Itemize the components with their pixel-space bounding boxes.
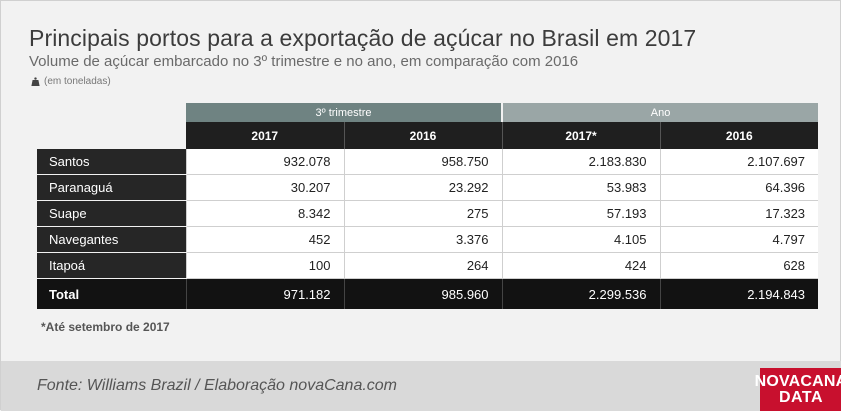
table-cell: 452: [185, 226, 344, 253]
table-cell: 2.107.697: [659, 149, 819, 175]
table-cell: 53.983: [501, 174, 661, 201]
row-label: Paranaguá: [37, 174, 186, 201]
table-cell: 57.193: [501, 200, 661, 227]
table-row: Suape 8.342 275 57.193 17.323: [37, 200, 819, 227]
table-cell: 8.342: [185, 200, 344, 227]
unit-note: (em toneladas): [31, 76, 111, 87]
table-cell: 17.323: [659, 200, 819, 227]
weight-icon: [31, 77, 40, 86]
row-label: Itapoá: [37, 252, 186, 279]
chart-title: Principais portos para a exportação de a…: [29, 25, 697, 51]
year-header-row: 2017 2016 2017* 2016: [37, 122, 819, 149]
logo-line-2: DATA: [778, 388, 824, 406]
source-note: Fonte: Williams Brazil / Elaboração nova…: [37, 377, 398, 394]
logo-line-1: NOVACANA: [754, 372, 841, 390]
table-row: Navegantes 452 3.376 4.105 4.797: [37, 226, 819, 253]
chart-subtitle: Volume de açúcar embarcado no 3º trimest…: [29, 53, 579, 70]
total-cell: 2.194.843: [659, 278, 819, 309]
row-label: Navegantes: [37, 226, 186, 253]
column-header: 2016: [344, 122, 503, 149]
total-cell: 985.960: [343, 278, 503, 309]
total-cell: 971.182: [185, 278, 344, 309]
group-header-empty: [37, 103, 186, 122]
column-header: 2017*: [502, 122, 661, 149]
unit-label: (em toneladas): [44, 76, 111, 87]
total-row: Total 971.182 985.960 2.299.536 2.194.843: [37, 278, 819, 309]
group-header-3tri: 3º trimestre: [186, 103, 504, 122]
year-header-empty: [37, 122, 186, 149]
group-header-ano: Ano: [502, 103, 819, 122]
table-cell: 424: [501, 252, 661, 279]
column-header: 2017: [186, 122, 345, 149]
table-row: Paranaguá 30.207 23.292 53.983 64.396: [37, 174, 819, 201]
ports-table: 3º trimestre Ano 2017 2016 2017* 2016 Sa…: [37, 103, 819, 309]
group-header-row: 3º trimestre Ano: [37, 103, 819, 122]
table-cell: 3.376: [343, 226, 503, 253]
table-cell: 4.797: [659, 226, 819, 253]
table-cell: 23.292: [343, 174, 503, 201]
column-header: 2016: [660, 122, 819, 149]
table-cell: 275: [343, 200, 503, 227]
table-cell: 932.078: [185, 149, 344, 175]
row-label: Suape: [37, 200, 186, 227]
footnote: *Até setembro de 2017: [41, 320, 170, 334]
table-row: Santos 932.078 958.750 2.183.830 2.107.697: [37, 149, 819, 175]
table-cell: 30.207: [185, 174, 344, 201]
row-label: Santos: [37, 149, 186, 175]
table-cell: 64.396: [659, 174, 819, 201]
footer: Fonte: Williams Brazil / Elaboração nova…: [1, 361, 841, 411]
table-cell: 100: [185, 252, 344, 279]
table-body: Santos 932.078 958.750 2.183.830 2.107.697 Pa…: [37, 149, 819, 309]
table-row: Itapoá 100 264 424 628: [37, 252, 819, 279]
table-cell: 958.750: [343, 149, 503, 175]
table-cell: 264: [343, 252, 503, 279]
novacana-data-logo: NOVACANA DATA: [755, 368, 841, 411]
table-cell: 4.105: [501, 226, 661, 253]
total-cell: 2.299.536: [501, 278, 661, 309]
table-cell: 2.183.830: [501, 149, 661, 175]
table-cell: 628: [659, 252, 819, 279]
total-label: Total: [37, 278, 186, 309]
